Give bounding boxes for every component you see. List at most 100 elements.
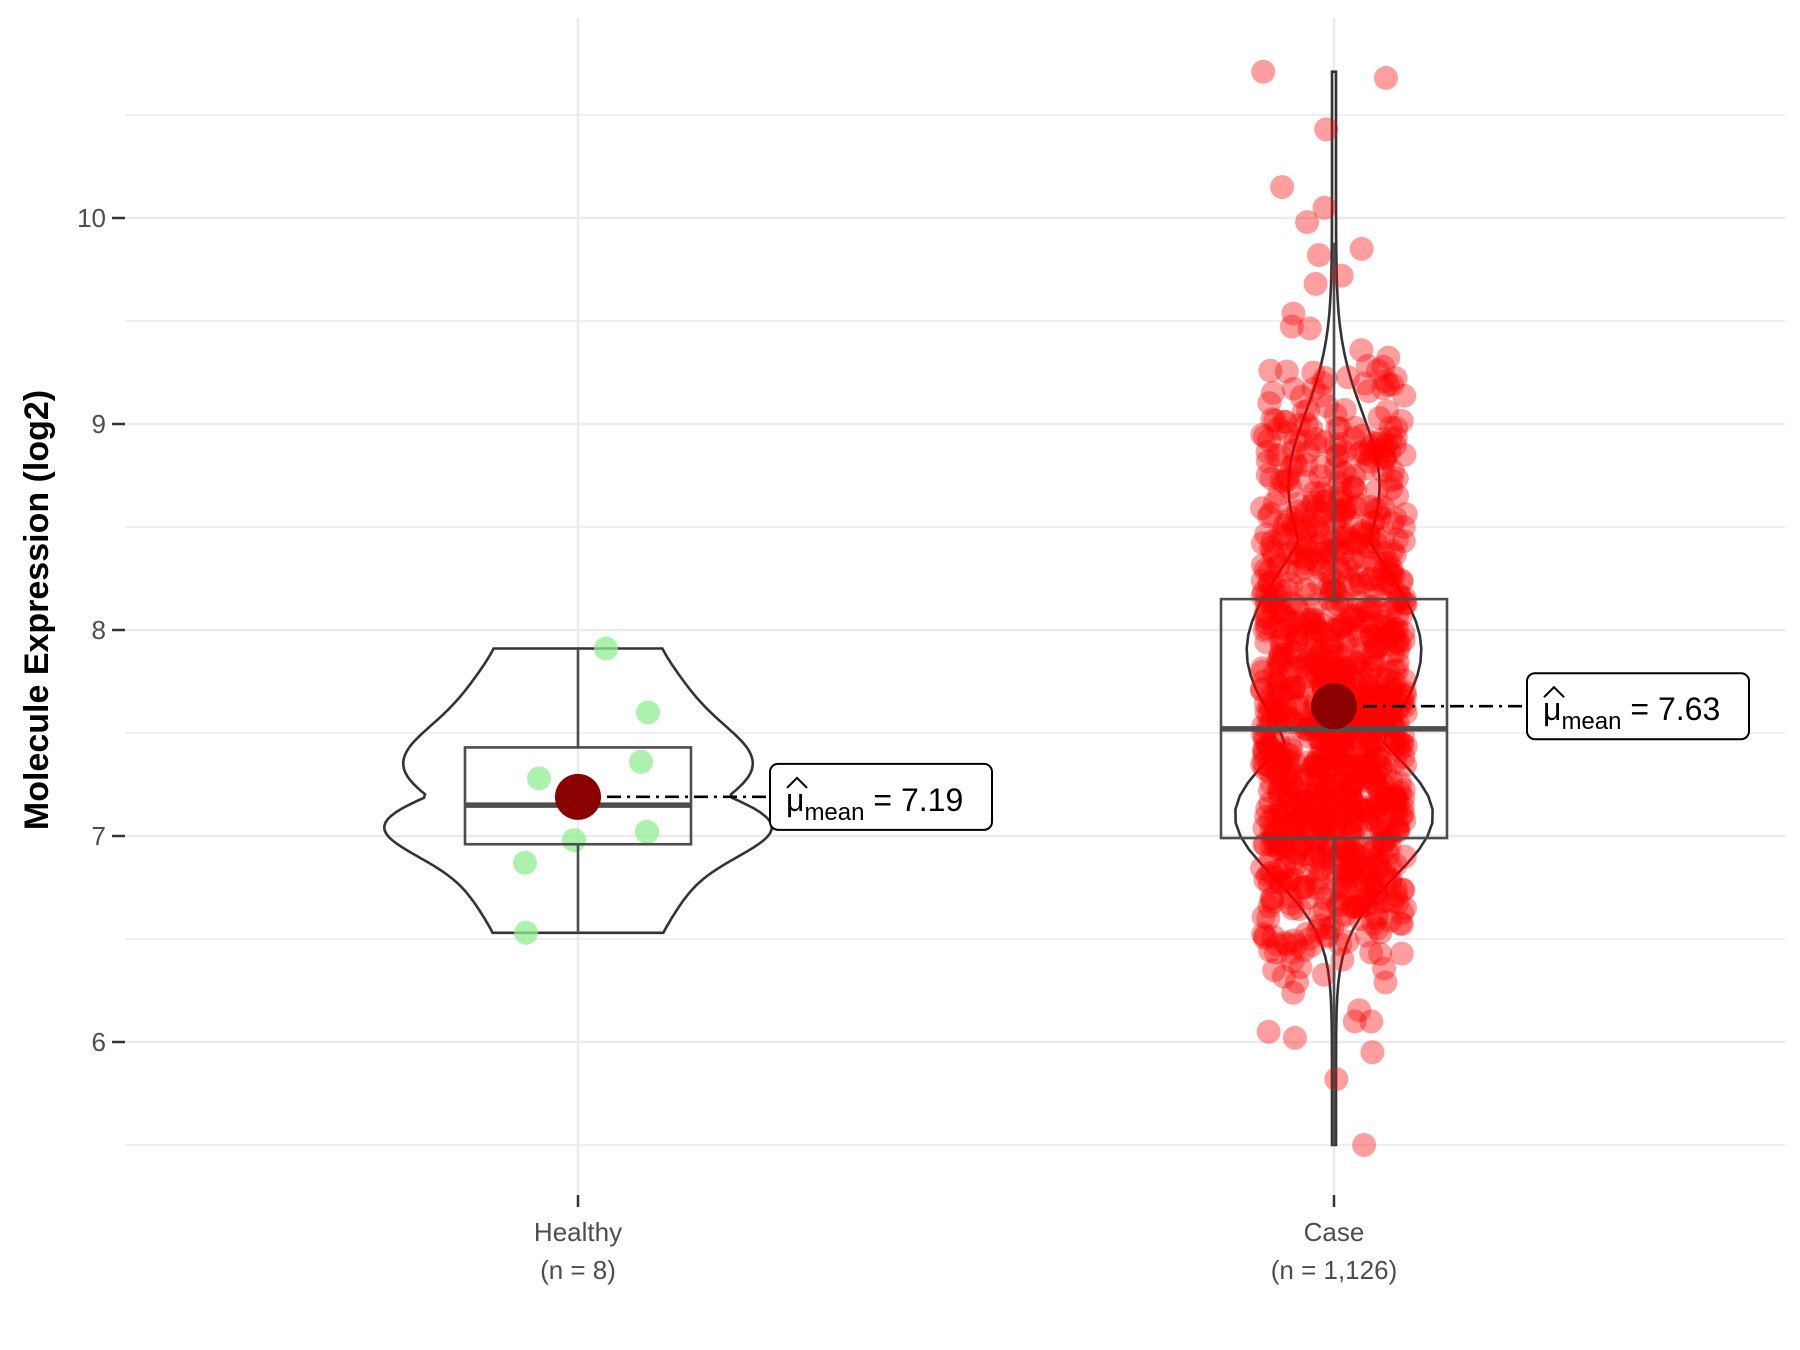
data-point-case: [1256, 714, 1281, 739]
data-point-case: [1262, 802, 1287, 827]
data-point-case: [1359, 444, 1384, 469]
data-point-case: [1267, 759, 1292, 784]
data-point-case: [1285, 655, 1310, 680]
data-point-case: [1288, 787, 1312, 811]
data-point-case: [1256, 863, 1280, 888]
data-point-case: [1368, 755, 1393, 780]
data-point-case: [1311, 371, 1336, 396]
data-point-case: [1358, 732, 1383, 757]
data-point-case: [1322, 649, 1347, 674]
data-point-case: [1274, 703, 1299, 728]
data-point-case: [1337, 775, 1362, 800]
data-point-case: [1278, 811, 1303, 836]
data-point-case: [1289, 384, 1314, 409]
data-point-case: [1370, 829, 1395, 853]
data-point-case: [1291, 842, 1316, 867]
data-point-healthy: [562, 828, 586, 853]
data-point-case: [1378, 867, 1403, 892]
data-point-case: [1383, 506, 1408, 531]
data-point-case: [1350, 545, 1375, 570]
data-point-case: [1251, 904, 1276, 929]
data-point-case: [1293, 516, 1318, 541]
data-point-case: [1262, 821, 1287, 846]
data-point-case: [1276, 661, 1301, 686]
x-tick-count: (n = 8): [540, 1255, 616, 1285]
data-point-case: [1310, 621, 1335, 646]
data-point-case: [1372, 818, 1397, 843]
data-point-case: [1366, 358, 1391, 383]
data-point-case: [1375, 707, 1400, 732]
data-point-case: [1252, 669, 1277, 694]
data-point-case: [1365, 847, 1390, 872]
data-point-case: [1266, 666, 1291, 691]
y-tick-label: 10: [77, 203, 106, 233]
data-point-case: [1257, 571, 1282, 596]
data-point-case: [1389, 568, 1414, 593]
data-point-case: [1263, 690, 1288, 715]
data-point-case: [1392, 844, 1417, 869]
y-tick-label: 8: [92, 615, 106, 645]
data-point-case: [1361, 510, 1385, 535]
data-point-case: [1385, 483, 1410, 508]
data-point-case: [1250, 659, 1275, 684]
data-point-case: [1392, 668, 1417, 693]
data-point-case: [1376, 841, 1401, 866]
data-point-case: [1311, 665, 1336, 690]
data-point-case: [1371, 797, 1396, 822]
data-point-case: [1321, 790, 1346, 815]
data-point-case: [1379, 572, 1404, 597]
data-point-case: [1303, 761, 1328, 786]
data-point-case: [1267, 645, 1292, 670]
data-point-case: [1278, 475, 1303, 500]
data-point-case: [1302, 490, 1326, 515]
data-point-case: [1330, 461, 1355, 485]
data-point-case: [1345, 828, 1370, 853]
data-point-case: [1281, 301, 1306, 326]
data-point-case: [1346, 649, 1371, 674]
data-point-case: [1364, 744, 1389, 769]
data-point-case: [1365, 916, 1390, 941]
data-point-case: [1381, 642, 1405, 666]
data-point-case: [1342, 546, 1366, 571]
data-point-case: [1279, 760, 1304, 785]
data-point-case: [1296, 750, 1321, 775]
data-point-case: [1281, 980, 1306, 1005]
data-point-case: [1262, 958, 1287, 983]
data-point-case: [1280, 505, 1305, 530]
data-point-case: [1294, 789, 1318, 814]
data-point-case: [1322, 812, 1347, 837]
data-point-case: [1373, 787, 1398, 812]
data-point-case: [1284, 693, 1309, 718]
data-point-case: [1269, 699, 1294, 724]
data-point-case: [1282, 763, 1307, 788]
data-point-case: [1285, 623, 1310, 648]
data-point-case: [1255, 449, 1280, 474]
data-point-case: [1294, 875, 1319, 900]
data-point-case: [1373, 760, 1398, 785]
data-point-case: [1346, 807, 1371, 832]
data-point-case: [1317, 574, 1342, 599]
data-point-case: [1391, 744, 1416, 769]
data-point-case: [1320, 747, 1345, 772]
data-point-case: [1295, 469, 1320, 494]
data-point-case: [1259, 846, 1283, 871]
data-point-case: [1257, 504, 1281, 529]
data-point-case: [1361, 808, 1386, 832]
data-point-case: [1363, 790, 1388, 815]
data-point-case: [1344, 529, 1369, 554]
data-point-case: [1320, 529, 1345, 554]
data-point-case: [1304, 775, 1329, 800]
data-point-case: [1259, 536, 1284, 560]
data-point-case: [1391, 877, 1416, 902]
data-point-case: [1276, 541, 1301, 566]
data-point-case: [1253, 424, 1278, 449]
data-point-case: [1342, 605, 1366, 630]
data-point-case: [1368, 747, 1393, 772]
data-point-case: [1270, 800, 1294, 825]
data-point-case: [1310, 730, 1335, 755]
data-point-case: [1314, 117, 1339, 142]
data-point-case: [1360, 683, 1385, 708]
data-point-case: [1301, 773, 1326, 798]
data-point-case: [1286, 491, 1311, 516]
data-point-case: [1385, 658, 1410, 683]
